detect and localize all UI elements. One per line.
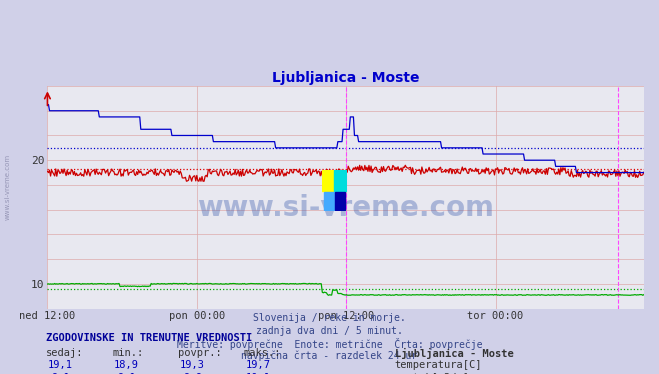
- Text: Ljubljanica - Moste: Ljubljanica - Moste: [395, 348, 514, 359]
- Text: 9,6: 9,6: [183, 373, 202, 374]
- Text: 19,7: 19,7: [246, 360, 271, 370]
- Text: Meritve: povprečne  Enote: metrične  Črta: povprečje: Meritve: povprečne Enote: metrične Črta:…: [177, 338, 482, 350]
- Text: www.si-vreme.com: www.si-vreme.com: [197, 194, 494, 223]
- Bar: [322, 170, 334, 191]
- Text: povpr.:: povpr.:: [178, 348, 221, 358]
- Bar: [334, 170, 347, 191]
- Text: maks.:: maks.:: [244, 348, 281, 358]
- Text: pretok[m3/s]: pretok[m3/s]: [394, 373, 469, 374]
- Text: 10,1: 10,1: [246, 373, 271, 374]
- Text: zadnja dva dni / 5 minut.: zadnja dva dni / 5 minut.: [256, 326, 403, 336]
- Text: www.si-vreme.com: www.si-vreme.com: [5, 154, 11, 220]
- Bar: [335, 192, 345, 210]
- Text: navpična črta - razdelek 24 ur: navpična črta - razdelek 24 ur: [241, 350, 418, 361]
- Text: temperatura[C]: temperatura[C]: [394, 360, 482, 370]
- Text: 18,9: 18,9: [114, 360, 139, 370]
- Text: ZGODOVINSKE IN TRENUTNE VREDNOSTI: ZGODOVINSKE IN TRENUTNE VREDNOSTI: [46, 333, 252, 343]
- Title: Ljubljanica - Moste: Ljubljanica - Moste: [272, 71, 419, 85]
- Text: 9,1: 9,1: [51, 373, 70, 374]
- Text: 9,1: 9,1: [117, 373, 136, 374]
- Text: min.:: min.:: [112, 348, 143, 358]
- Text: Slovenija / reke in morje.: Slovenija / reke in morje.: [253, 313, 406, 324]
- Text: 19,3: 19,3: [180, 360, 205, 370]
- Text: 19,1: 19,1: [48, 360, 73, 370]
- Text: sedaj:: sedaj:: [46, 348, 84, 358]
- Bar: [324, 192, 334, 210]
